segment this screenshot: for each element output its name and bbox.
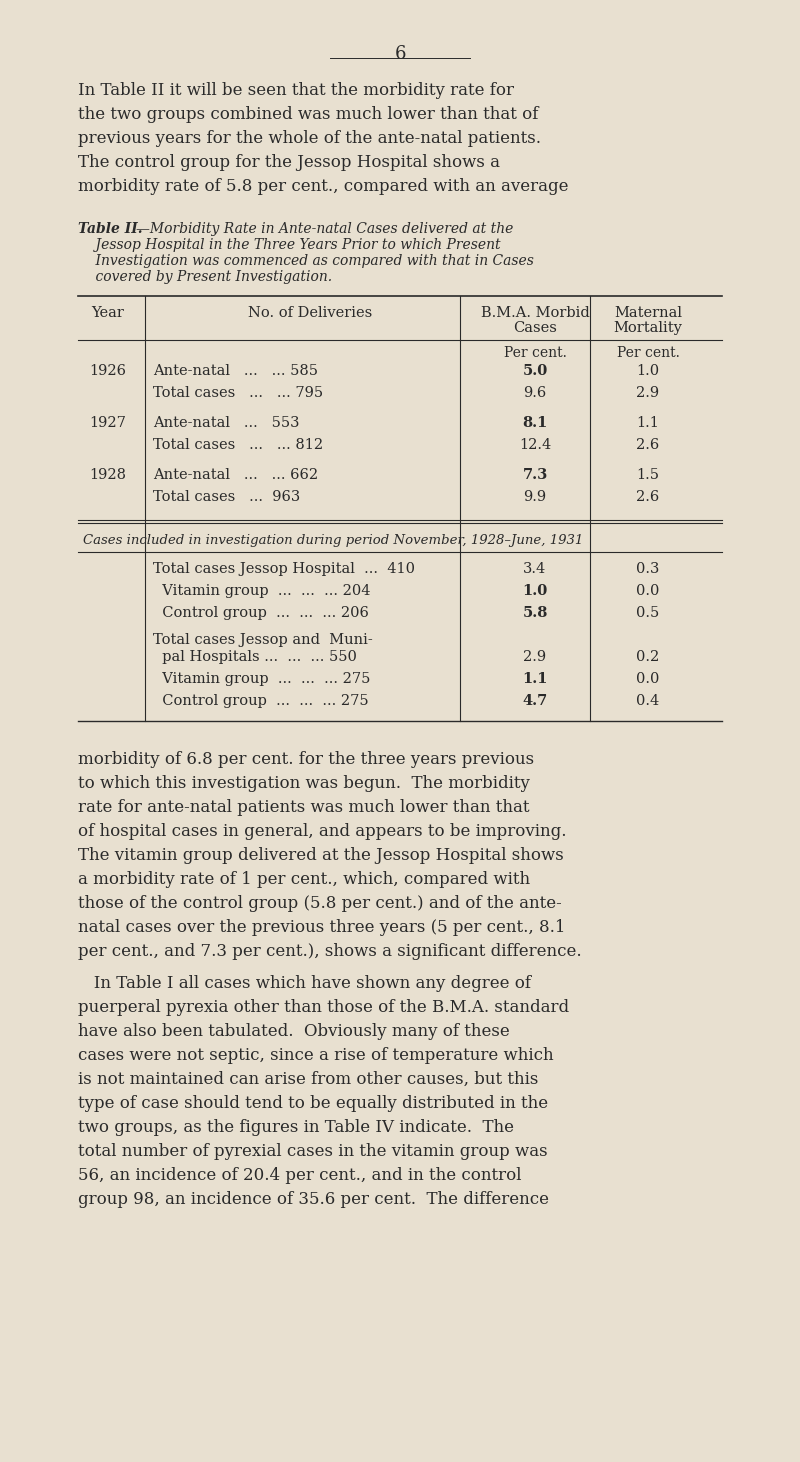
Text: 2.9: 2.9 — [523, 651, 546, 664]
Text: pal Hospitals ...  ...  ... 550: pal Hospitals ... ... ... 550 — [153, 651, 357, 664]
Text: 2.6: 2.6 — [636, 439, 660, 452]
Text: Jessop Hospital in the Three Years Prior to which Present: Jessop Hospital in the Three Years Prior… — [78, 238, 501, 251]
Text: Year: Year — [91, 306, 125, 320]
Text: 1.0: 1.0 — [522, 583, 548, 598]
Text: Maternal: Maternal — [614, 306, 682, 320]
Text: Ante-natal   ...   553: Ante-natal ... 553 — [153, 417, 299, 430]
Text: covered by Present Investigation.: covered by Present Investigation. — [78, 270, 332, 284]
Text: puerperal pyrexia other than those of the B.M.A. standard: puerperal pyrexia other than those of th… — [78, 999, 569, 1016]
Text: of hospital cases in general, and appears to be improving.: of hospital cases in general, and appear… — [78, 823, 566, 841]
Text: previous years for the whole of the ante-natal patients.: previous years for the whole of the ante… — [78, 130, 541, 148]
Text: Ante-natal   ...   ... 585: Ante-natal ... ... 585 — [153, 364, 318, 379]
Text: group 98, an incidence of 35.6 per cent.  The difference: group 98, an incidence of 35.6 per cent.… — [78, 1192, 549, 1208]
Text: 0.2: 0.2 — [636, 651, 660, 664]
Text: those of the control group (5.8 per cent.) and of the ante-: those of the control group (5.8 per cent… — [78, 895, 562, 912]
Text: Total cases Jessop Hospital  ...  410: Total cases Jessop Hospital ... 410 — [153, 561, 415, 576]
Text: two groups, as the figures in Table IV indicate.  The: two groups, as the figures in Table IV i… — [78, 1118, 514, 1136]
Text: 9.9: 9.9 — [523, 490, 546, 504]
Text: 1.5: 1.5 — [637, 468, 659, 482]
Text: Cases: Cases — [513, 322, 557, 335]
Text: morbidity of 6.8 per cent. for the three years previous: morbidity of 6.8 per cent. for the three… — [78, 751, 534, 768]
Text: to which this investigation was begun.  The morbidity: to which this investigation was begun. T… — [78, 775, 530, 792]
Text: 2.9: 2.9 — [637, 386, 659, 401]
Text: Cases included in investigation during period November, 1928–June, 1931: Cases included in investigation during p… — [83, 534, 583, 547]
Text: 0.3: 0.3 — [636, 561, 660, 576]
Text: the two groups combined was much lower than that of: the two groups combined was much lower t… — [78, 107, 538, 123]
Text: 1926: 1926 — [90, 364, 126, 379]
Text: Total cases   ...   ... 812: Total cases ... ... 812 — [153, 439, 323, 452]
Text: 3.4: 3.4 — [523, 561, 546, 576]
Text: Investigation was commenced as compared with that in Cases: Investigation was commenced as compared … — [78, 254, 534, 268]
Text: per cent., and 7.3 per cent.), shows a significant difference.: per cent., and 7.3 per cent.), shows a s… — [78, 943, 582, 961]
Text: 5.8: 5.8 — [522, 607, 548, 620]
Text: No. of Deliveries: No. of Deliveries — [248, 306, 372, 320]
Text: 1928: 1928 — [90, 468, 126, 482]
Text: 5.0: 5.0 — [522, 364, 548, 379]
Text: is not maintained can arise from other causes, but this: is not maintained can arise from other c… — [78, 1072, 538, 1088]
Text: 12.4: 12.4 — [519, 439, 551, 452]
Text: Per cent.: Per cent. — [617, 346, 679, 360]
Text: 1927: 1927 — [90, 417, 126, 430]
Text: morbidity rate of 5.8 per cent., compared with an average: morbidity rate of 5.8 per cent., compare… — [78, 178, 569, 194]
Text: rate for ante-natal patients was much lower than that: rate for ante-natal patients was much lo… — [78, 800, 530, 816]
Text: 56, an incidence of 20.4 per cent., and in the control: 56, an incidence of 20.4 per cent., and … — [78, 1167, 522, 1184]
Text: 0.0: 0.0 — [636, 673, 660, 686]
Text: type of case should tend to be equally distributed in the: type of case should tend to be equally d… — [78, 1095, 548, 1113]
Text: 8.1: 8.1 — [522, 417, 548, 430]
Text: have also been tabulated.  Obviously many of these: have also been tabulated. Obviously many… — [78, 1023, 510, 1039]
Text: Control group  ...  ...  ... 206: Control group ... ... ... 206 — [153, 607, 369, 620]
Text: The vitamin group delivered at the Jessop Hospital shows: The vitamin group delivered at the Jesso… — [78, 846, 564, 864]
Text: 1.1: 1.1 — [522, 673, 548, 686]
Text: 7.3: 7.3 — [522, 468, 548, 482]
Text: cases were not septic, since a rise of temperature which: cases were not septic, since a rise of t… — [78, 1047, 554, 1064]
Text: B.M.A. Morbid: B.M.A. Morbid — [481, 306, 590, 320]
Text: 2.6: 2.6 — [636, 490, 660, 504]
Text: 1.1: 1.1 — [637, 417, 659, 430]
Text: 4.7: 4.7 — [522, 694, 548, 708]
Text: 0.5: 0.5 — [636, 607, 660, 620]
Text: Control group  ...  ...  ... 275: Control group ... ... ... 275 — [153, 694, 369, 708]
Text: Total cases   ...   ... 795: Total cases ... ... 795 — [153, 386, 323, 401]
Text: Total cases   ...  963: Total cases ... 963 — [153, 490, 300, 504]
Text: —Morbidity Rate in Ante-natal Cases delivered at the: —Morbidity Rate in Ante-natal Cases deli… — [136, 222, 514, 235]
Text: 0.0: 0.0 — [636, 583, 660, 598]
Text: The control group for the Jessop Hospital shows a: The control group for the Jessop Hospita… — [78, 154, 500, 171]
Text: In Table II it will be seen that the morbidity rate for: In Table II it will be seen that the mor… — [78, 82, 514, 99]
Text: total number of pyrexial cases in the vitamin group was: total number of pyrexial cases in the vi… — [78, 1143, 548, 1159]
Text: Vitamin group  ...  ...  ... 275: Vitamin group ... ... ... 275 — [153, 673, 370, 686]
Text: 1.0: 1.0 — [637, 364, 659, 379]
Text: a morbidity rate of 1 per cent., which, compared with: a morbidity rate of 1 per cent., which, … — [78, 871, 530, 887]
Text: 6: 6 — [394, 45, 406, 63]
Text: natal cases over the previous three years (5 per cent., 8.1: natal cases over the previous three year… — [78, 920, 566, 936]
Text: 9.6: 9.6 — [523, 386, 546, 401]
Text: Table II.: Table II. — [78, 222, 142, 235]
Text: 0.4: 0.4 — [636, 694, 660, 708]
Text: Per cent.: Per cent. — [503, 346, 566, 360]
Text: Ante-natal   ...   ... 662: Ante-natal ... ... 662 — [153, 468, 318, 482]
Text: In Table I all cases which have shown any degree of: In Table I all cases which have shown an… — [78, 975, 531, 993]
Text: Mortality: Mortality — [614, 322, 682, 335]
Text: Vitamin group  ...  ...  ... 204: Vitamin group ... ... ... 204 — [153, 583, 370, 598]
Text: Total cases Jessop and  Muni-: Total cases Jessop and Muni- — [153, 633, 373, 648]
